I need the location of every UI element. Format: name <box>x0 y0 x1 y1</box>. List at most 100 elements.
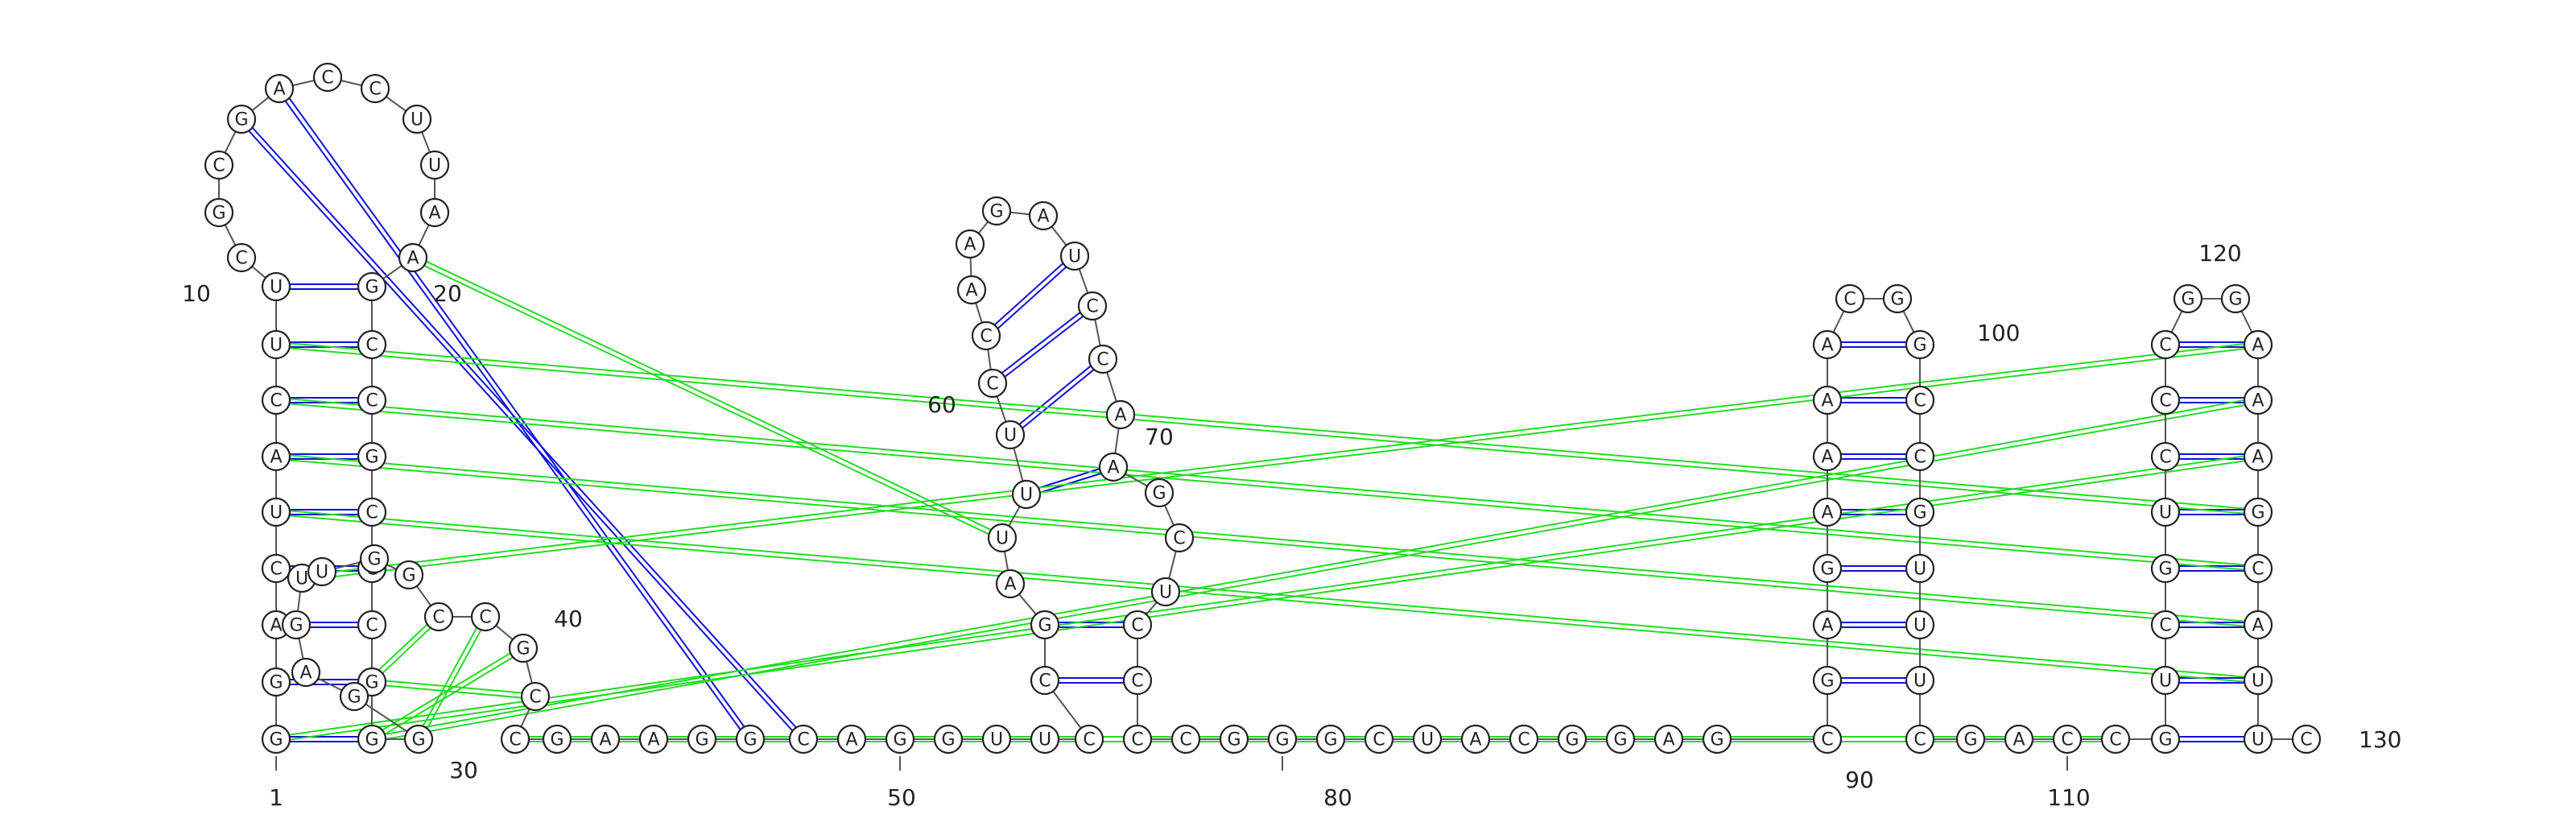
nucleotide-letter: C <box>365 616 378 636</box>
nucleotide-circle <box>2150 553 2181 584</box>
nucleotide-13: G <box>226 104 257 134</box>
position-label-60: 60 <box>927 391 956 418</box>
base-pair-34-122 <box>302 345 2259 581</box>
nucleotide-circle <box>226 104 257 134</box>
numbering-layer: 1 10 20 30 40 50 60 70 80 90 100 110 120… <box>182 240 2401 811</box>
nucleotide-letter: A <box>1821 503 1833 523</box>
nucleotide-36: G <box>359 544 390 574</box>
nucleotide-letter: G <box>365 730 378 750</box>
nucleotide-letter: C <box>509 730 521 750</box>
nucleotide-109: A <box>2004 724 2034 754</box>
nucleotide-circle <box>1812 553 1843 584</box>
nucleotide-79: G <box>1219 724 1249 754</box>
nucleotide-letter: A <box>1662 730 1674 750</box>
nucleotide-letter: C <box>1517 730 1530 750</box>
nucleotide-letter: U <box>316 563 328 583</box>
nucleotide-letter: C <box>365 503 378 523</box>
nucleotide-circle <box>1812 441 1843 472</box>
nucleotide-11: G <box>204 197 234 228</box>
nucleotide-letter: C <box>986 374 998 395</box>
nucleotide-125: G <box>2243 497 2273 527</box>
nucleotide-letter: G <box>1913 336 1926 356</box>
nucleotide-letter: C <box>2159 336 2171 356</box>
nucleotide-circle <box>885 724 915 754</box>
nucleotide-56: G <box>1030 610 1060 640</box>
nucleotide-circle <box>995 568 1026 599</box>
nucleotide-circle <box>1030 724 1060 754</box>
nucleotide-letter: C <box>1131 616 1143 636</box>
nucleotide-4: C <box>261 553 291 584</box>
nucleotide-60: U <box>995 420 1026 450</box>
nucleotide-letter: G <box>1275 730 1289 750</box>
nucleotide-circle <box>981 724 1012 754</box>
base-pair-60-69 <box>1011 360 1105 438</box>
nucleotide-52: U <box>981 724 1012 754</box>
nucleotide-letter: G <box>365 278 378 298</box>
nucleotide-6: A <box>261 441 291 472</box>
nucleotide-letter: A <box>2252 616 2264 636</box>
nucleotide-29: G <box>357 724 387 754</box>
nucleotide-100: G <box>1905 329 1935 360</box>
nucleotide-27: C <box>357 610 387 640</box>
nucleotide-circle <box>1011 479 1042 510</box>
nucleotide-circle <box>261 271 291 302</box>
nucleotide-circle <box>508 633 539 663</box>
nucleotide-letter: G <box>1152 484 1166 504</box>
nucleotide-letter: A <box>1114 406 1126 426</box>
nucleotide-75: C <box>1122 610 1153 640</box>
nucleotide-letter: G <box>367 550 381 570</box>
nucleotide-letter: C <box>980 327 992 347</box>
nucleotide-circle <box>2243 497 2273 527</box>
nucleotide-63: A <box>956 275 987 305</box>
nucleotide-111: C <box>2100 724 2131 754</box>
base-pair-29-123 <box>372 401 2259 742</box>
nucleotide-110: C <box>2052 724 2083 754</box>
base-pair-28-41 <box>371 683 535 700</box>
nucleotide-circle <box>933 724 964 754</box>
nucleotide-letter: A <box>1821 616 1833 636</box>
nucleotide-59: U <box>1011 479 1042 510</box>
nucleotide-41: C <box>520 681 551 712</box>
nucleotide-circle <box>1812 665 1843 696</box>
nucleotide-circle <box>261 385 291 415</box>
nucleotide-letter: A <box>2013 730 2025 750</box>
base-pair-61-68 <box>993 307 1095 386</box>
base-pair-62-67 <box>984 254 1074 335</box>
nucleotide-letter: A <box>299 663 312 684</box>
nucleotide-circle <box>1412 724 1443 754</box>
nucleotide-circle <box>394 560 424 590</box>
nucleotide-99: G <box>1882 283 1913 314</box>
nucleotide-letter: A <box>2252 391 2264 411</box>
nucleotide-10: C <box>226 242 257 273</box>
nucleotide-letter: U <box>295 569 308 589</box>
nucleotide-letter: G <box>365 448 378 468</box>
nucleotide-92: A <box>1812 610 1843 640</box>
nucleotide-7: C <box>261 385 291 415</box>
nucleotide-letter: A <box>1821 336 1833 356</box>
nucleotide-letter: G <box>695 730 708 750</box>
nucleotide-letter: U <box>270 336 283 356</box>
nucleotide-letter: C <box>270 560 282 580</box>
nucleotide-circle <box>261 497 291 527</box>
nucleotide-57: A <box>995 568 1026 599</box>
nucleotide-letter: C <box>1821 730 1833 750</box>
nucleotide-letter: A <box>428 204 440 224</box>
nucleotide-letter: G <box>2251 503 2264 523</box>
nucleotide-circle <box>312 62 343 93</box>
nucleotide-124: A <box>2243 441 2273 472</box>
nucleotide-circle <box>1905 497 1935 527</box>
nucleotide-circle <box>955 229 985 259</box>
nucleotide-letter: U <box>1038 730 1051 750</box>
position-label-120: 120 <box>2198 240 2241 267</box>
nucleotide-68: C <box>1077 291 1108 321</box>
nucleotide-letter: A <box>599 730 611 750</box>
nucleotide-circle <box>1164 523 1195 553</box>
nucleotide-letter: G <box>1913 503 1926 523</box>
nucleotide-letter: C <box>1913 730 1926 750</box>
nucleotide-letter: G <box>1323 730 1337 750</box>
nucleotide-circle <box>1088 344 1118 374</box>
nucleotide-43: G <box>542 724 572 754</box>
nucleotide-letter: C <box>797 730 809 750</box>
nucleotide-circle <box>261 441 291 472</box>
nucleotide-circle <box>261 553 291 584</box>
